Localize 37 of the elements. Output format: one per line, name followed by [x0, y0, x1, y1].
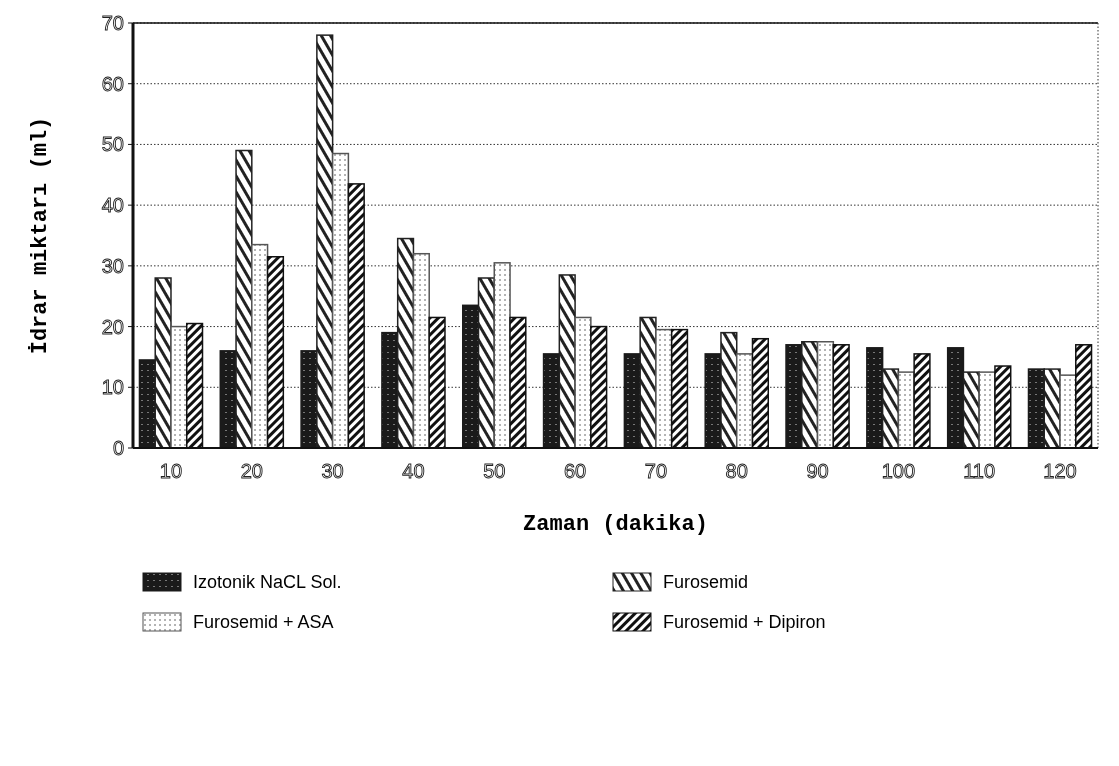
bar — [655, 328, 673, 449]
y-tick-label: 40 — [101, 194, 124, 217]
bar — [493, 262, 511, 449]
y-tick-label: 30 — [101, 254, 124, 277]
x-tick-label: 60 — [563, 460, 587, 482]
x-tick-label: 40 — [402, 460, 425, 482]
bar — [816, 341, 835, 449]
y-tick-label: 10 — [101, 376, 124, 399]
x-tick-label: 50 — [483, 460, 506, 482]
y-tick-label: 60 — [101, 72, 124, 95]
legend-label: Furosemid + ASA — [193, 612, 334, 633]
x-axis-title: Zaman (dakika) — [523, 512, 708, 537]
x-tick-label: 90 — [806, 460, 829, 482]
y-axis-title: İdrar miktarı (ml) — [28, 116, 53, 355]
legend-label: Izotonik NaCL Sol. — [193, 572, 342, 593]
y-tick-label: 50 — [101, 133, 124, 156]
y-tick-label: 20 — [101, 315, 124, 338]
y-tick-label: 70 — [101, 12, 124, 34]
bar — [735, 353, 754, 449]
x-tick-label: 80 — [725, 460, 748, 482]
legend-label: Furosemid + Dipiron — [663, 612, 826, 633]
bar — [412, 252, 430, 449]
x-tick-label: 20 — [240, 460, 263, 482]
x-tick-label: 110 — [963, 460, 996, 482]
x-tick-label: 70 — [644, 460, 668, 482]
legend-label: Furosemid — [663, 572, 749, 593]
bar — [251, 243, 269, 449]
x-tick-label: 10 — [159, 460, 183, 482]
bar — [1059, 374, 1077, 449]
bar — [331, 152, 350, 449]
bar — [978, 371, 996, 449]
x-tick-label: 100 — [881, 460, 916, 482]
y-tick-label: 0 — [112, 437, 124, 459]
x-tick-label: 120 — [1043, 460, 1077, 482]
bar — [170, 325, 188, 449]
bar — [574, 316, 592, 449]
x-tick-label: 30 — [321, 460, 344, 482]
